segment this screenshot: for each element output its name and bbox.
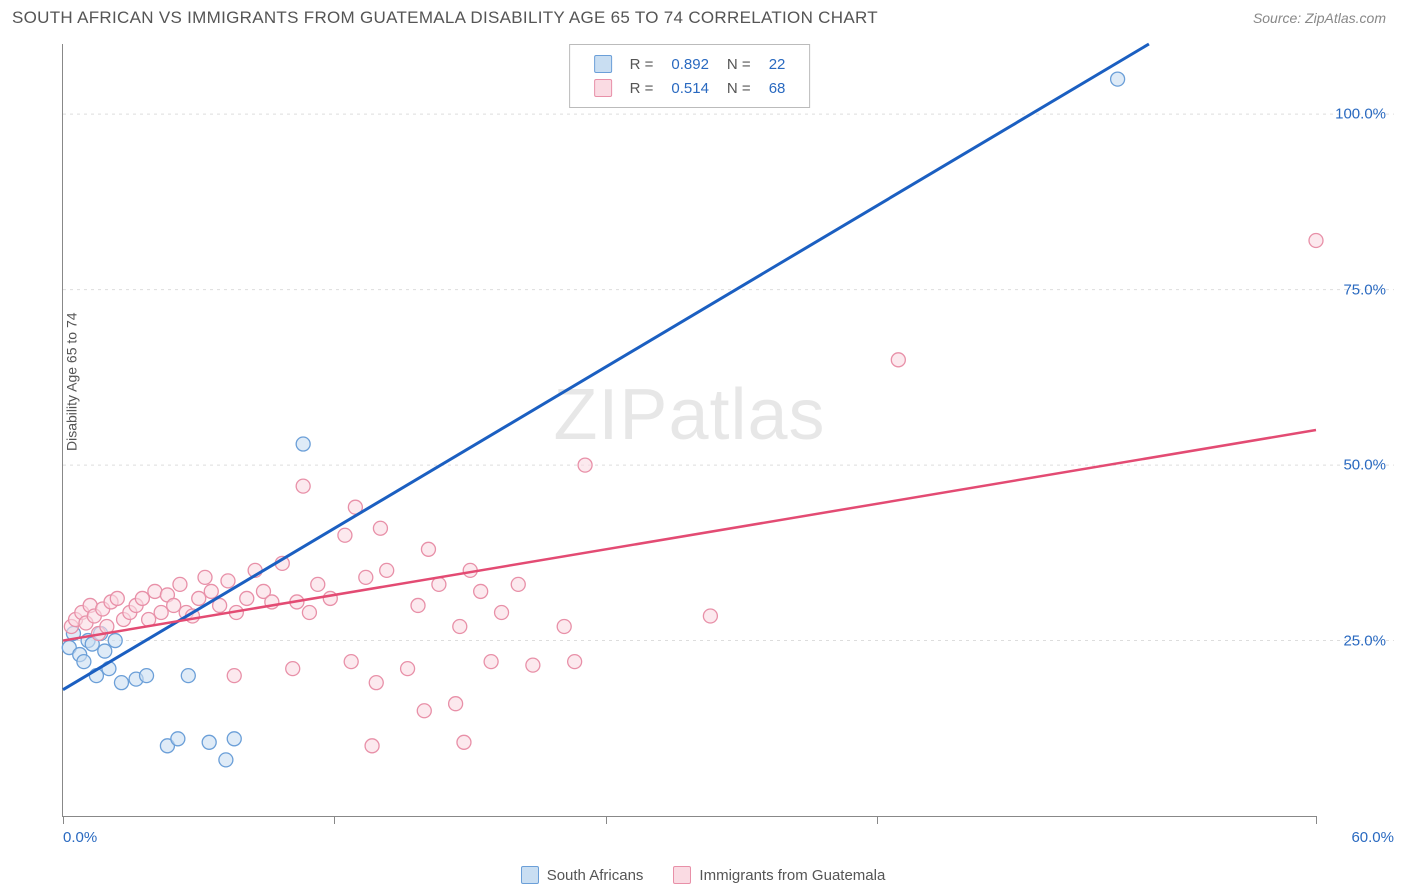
legend-n-value: 68 xyxy=(761,77,794,99)
legend-r-value: 0.514 xyxy=(663,77,717,99)
legend-r-label: R = xyxy=(622,77,662,99)
correlation-chart: Disability Age 65 to 74 ZIPatlas R =0.89… xyxy=(12,38,1394,847)
legend-swatch xyxy=(594,55,612,73)
stats-legend: R =0.892 N =22 R =0.514 N =68 xyxy=(569,44,811,108)
legend-n-label: N = xyxy=(719,77,759,99)
legend-swatch xyxy=(594,79,612,97)
x-tick-label: 0.0% xyxy=(63,829,97,846)
legend-n-label: N = xyxy=(719,53,759,75)
legend-series-label: South Africans xyxy=(547,867,644,884)
series-legend: South Africans Immigrants from Guatemala xyxy=(0,866,1406,884)
plot-area: ZIPatlas R =0.892 N =22 R =0.514 N =68 2… xyxy=(62,44,1316,817)
y-tick-label: 100.0% xyxy=(1335,106,1386,123)
legend-swatch xyxy=(521,866,539,884)
page-title: SOUTH AFRICAN VS IMMIGRANTS FROM GUATEMA… xyxy=(12,8,878,28)
y-tick-label: 75.0% xyxy=(1343,281,1386,298)
legend-swatch xyxy=(673,866,691,884)
trend-line xyxy=(63,44,1149,690)
legend-item: South Africans xyxy=(521,866,644,884)
legend-series-label: Immigrants from Guatemala xyxy=(699,867,885,884)
legend-item: Immigrants from Guatemala xyxy=(673,866,885,884)
y-tick-label: 25.0% xyxy=(1343,632,1386,649)
x-tick-label: 60.0% xyxy=(1351,829,1394,846)
trend-layer xyxy=(63,44,1316,816)
source-label: Source: ZipAtlas.com xyxy=(1253,10,1386,26)
y-tick-label: 50.0% xyxy=(1343,457,1386,474)
legend-n-value: 22 xyxy=(761,53,794,75)
legend-r-value: 0.892 xyxy=(663,53,717,75)
trend-line xyxy=(63,430,1316,641)
legend-r-label: R = xyxy=(622,53,662,75)
